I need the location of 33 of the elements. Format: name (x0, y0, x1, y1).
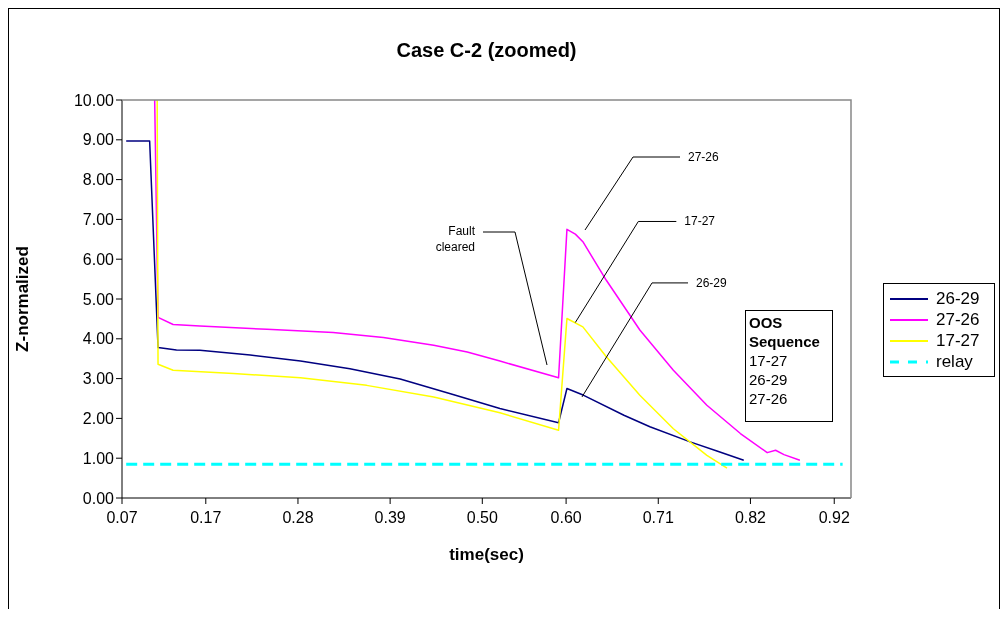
annotation: 17-27 (684, 213, 716, 230)
x-tick-label: 0.28 (282, 509, 314, 527)
annotation: 26-29 (696, 274, 727, 291)
x-axis-title: time(sec) (449, 545, 524, 564)
annotation: OOS Sequence 17-27 26-29 27-26 (749, 313, 821, 408)
y-tick-label: 9.00 (82, 131, 115, 149)
x-tick-label: 0.39 (374, 509, 406, 527)
legend-label: 17-27 (936, 330, 980, 351)
annotation: Fault cleared (434, 223, 475, 255)
y-tick-label: 0.00 (82, 489, 115, 507)
x-tick-label: 0.50 (466, 509, 498, 527)
x-tick-label: 0.71 (642, 509, 674, 527)
x-tick-label: 0.92 (818, 509, 850, 527)
chart-title: Case C-2 (zoomed) (395, 39, 578, 62)
line-series (125, 140, 745, 461)
annotation: 27-26 (688, 149, 719, 165)
y-tick-label: 7.00 (82, 211, 115, 229)
y-tick-label: 10.00 (73, 91, 115, 109)
y-tick-label: 4.00 (82, 330, 115, 348)
y-axis-title: Z-normalized (13, 246, 33, 352)
x-tick-label: 0.17 (190, 509, 222, 527)
legend-label: relay (936, 351, 973, 372)
legend-label: 27-26 (936, 309, 980, 330)
y-tick-label: 5.00 (82, 290, 115, 308)
y-tick-label: 6.00 (82, 250, 115, 268)
x-tick-label: 0.60 (550, 509, 582, 527)
y-tick-label: 3.00 (82, 370, 115, 388)
x-tick-label: 0.07 (106, 509, 138, 527)
legend-label: 26-29 (936, 288, 980, 309)
x-tick-label: 0.82 (734, 509, 767, 527)
y-tick-label: 1.00 (82, 449, 115, 467)
y-tick-label: 2.00 (82, 410, 115, 428)
y-tick-label: 8.00 (82, 171, 115, 189)
